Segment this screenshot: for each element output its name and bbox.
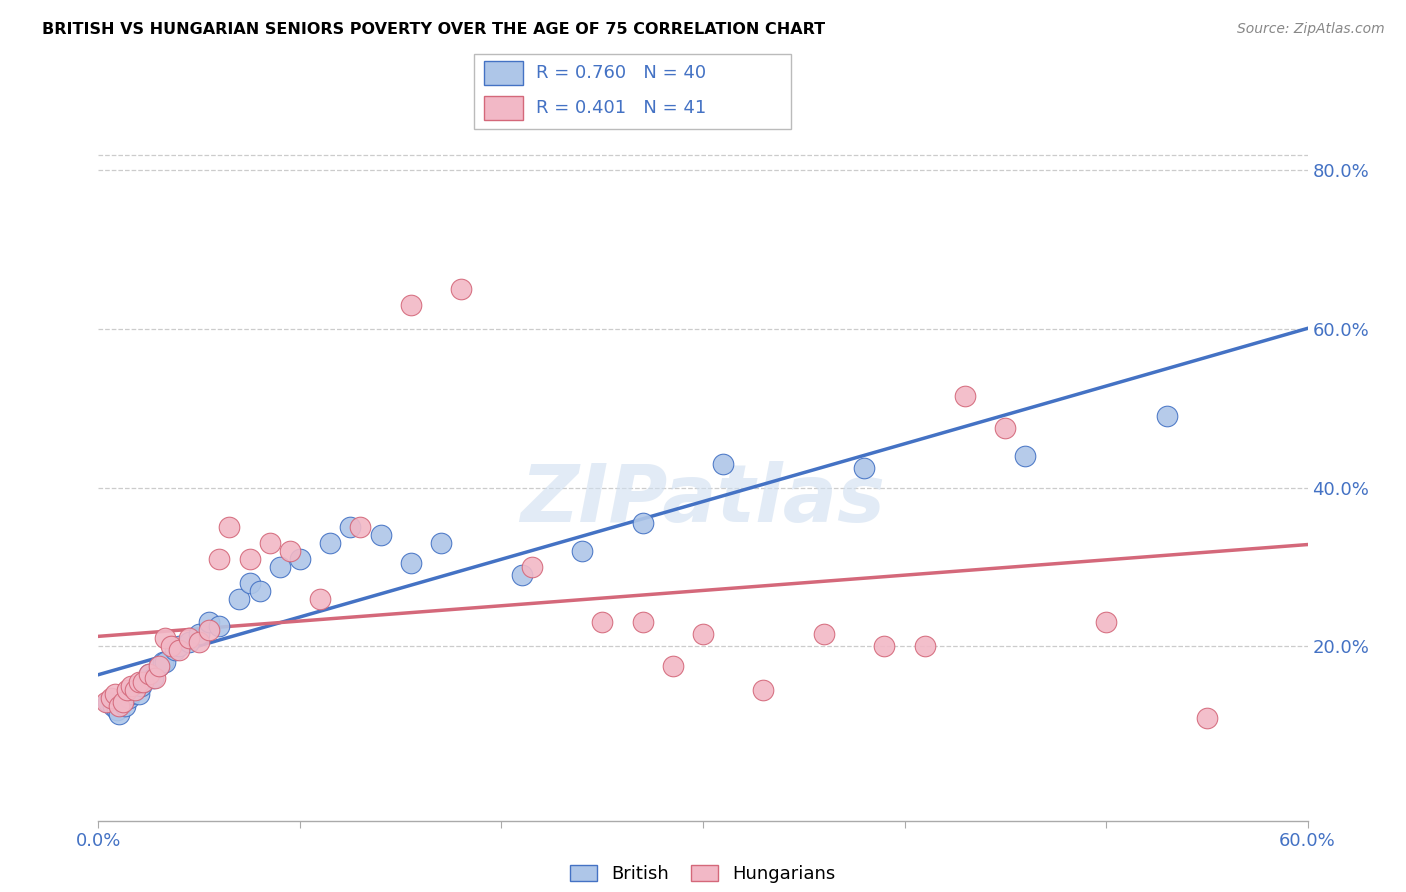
Point <box>399 556 422 570</box>
Point <box>128 687 150 701</box>
Point <box>288 552 311 566</box>
Point <box>129 679 152 693</box>
Point <box>1195 710 1218 724</box>
Point <box>148 659 170 673</box>
Point <box>1156 409 1178 424</box>
Point <box>571 544 593 558</box>
Text: BRITISH VS HUNGARIAN SENIORS POVERTY OVER THE AGE OF 75 CORRELATION CHART: BRITISH VS HUNGARIAN SENIORS POVERTY OVE… <box>42 22 825 37</box>
Point <box>96 695 118 709</box>
Point <box>120 679 142 693</box>
Point <box>339 520 361 534</box>
Point <box>994 421 1017 435</box>
Point <box>148 659 170 673</box>
Point <box>120 687 142 701</box>
Point <box>198 624 221 638</box>
Point <box>107 698 129 713</box>
Point <box>208 552 231 566</box>
Point <box>124 682 146 697</box>
Point <box>711 457 734 471</box>
Point <box>662 659 685 673</box>
Point <box>132 674 155 689</box>
Point <box>143 671 166 685</box>
Point <box>115 682 138 697</box>
Point <box>349 520 371 534</box>
Point <box>631 615 654 630</box>
Point <box>132 674 155 689</box>
Point <box>259 536 281 550</box>
Point <box>631 516 654 531</box>
Point <box>153 632 176 646</box>
Text: Source: ZipAtlas.com: Source: ZipAtlas.com <box>1237 22 1385 37</box>
Point <box>873 639 896 653</box>
Point <box>269 560 291 574</box>
Point <box>692 627 714 641</box>
Point <box>128 674 150 689</box>
Point <box>228 591 250 606</box>
Point <box>239 575 262 590</box>
Point <box>153 655 176 669</box>
Point <box>208 619 231 633</box>
Point <box>510 567 533 582</box>
Point <box>105 703 128 717</box>
FancyBboxPatch shape <box>474 54 792 128</box>
Point <box>309 591 332 606</box>
Point <box>111 695 134 709</box>
Text: R = 0.760   N = 40: R = 0.760 N = 40 <box>536 64 706 82</box>
Point <box>399 298 422 312</box>
Point <box>591 615 613 630</box>
Point <box>111 695 134 709</box>
Point <box>853 460 876 475</box>
Point <box>179 635 201 649</box>
FancyBboxPatch shape <box>484 96 523 120</box>
Point <box>167 639 190 653</box>
Point <box>370 528 392 542</box>
Legend: British, Hungarians: British, Hungarians <box>562 857 844 890</box>
Point <box>152 655 174 669</box>
Point <box>138 667 160 681</box>
Point <box>520 560 543 574</box>
Text: R = 0.401   N = 41: R = 0.401 N = 41 <box>536 99 706 117</box>
Point <box>1014 449 1036 463</box>
Point <box>114 698 136 713</box>
Point <box>249 583 271 598</box>
Point <box>188 635 211 649</box>
Point <box>813 627 835 641</box>
Point <box>450 282 472 296</box>
Point <box>179 632 201 646</box>
Text: ZIPatlas: ZIPatlas <box>520 460 886 539</box>
Point <box>188 627 211 641</box>
Point <box>167 643 190 657</box>
Point <box>278 544 301 558</box>
Point <box>198 615 221 630</box>
Point <box>100 690 122 705</box>
Point <box>101 698 124 713</box>
Point <box>752 682 775 697</box>
Point <box>430 536 453 550</box>
Point <box>914 639 936 653</box>
Point <box>124 682 146 697</box>
Point <box>953 389 976 403</box>
Point <box>160 639 183 653</box>
Point <box>218 520 240 534</box>
Point <box>319 536 342 550</box>
Point <box>138 667 160 681</box>
Point <box>1095 615 1118 630</box>
Point <box>239 552 262 566</box>
Point <box>142 671 165 685</box>
Point <box>118 690 141 705</box>
Point <box>97 695 120 709</box>
Point <box>103 687 125 701</box>
FancyBboxPatch shape <box>484 62 523 86</box>
Point <box>107 706 129 721</box>
Point <box>163 643 186 657</box>
